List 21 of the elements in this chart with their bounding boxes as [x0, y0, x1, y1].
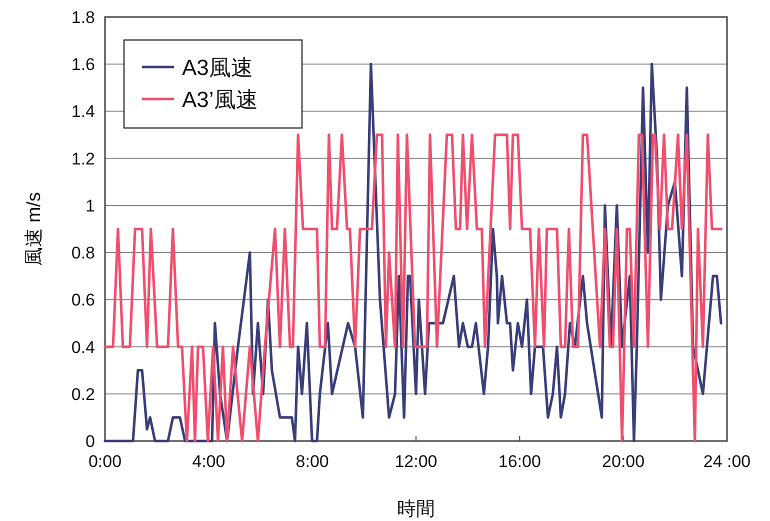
- y-axis-title: 風速 m/s: [24, 192, 45, 266]
- y-tick-label: 0.2: [71, 384, 95, 404]
- legend-label: A3風速: [182, 55, 253, 80]
- y-tick-label: 1.2: [71, 149, 95, 168]
- x-tick-label: 0:00: [88, 452, 122, 471]
- y-tick-label: 0.6: [71, 290, 95, 310]
- y-tick-label: 1.8: [71, 8, 95, 27]
- y-tick-label: 1: [86, 196, 95, 216]
- x-tick-label: 12:00: [394, 452, 438, 471]
- y-tick-label: 0.4: [71, 338, 95, 357]
- x-axis-title: 時間: [397, 499, 435, 520]
- x-tick-label: 16:00: [498, 452, 541, 471]
- x-tick-label: 4:00: [192, 452, 226, 471]
- legend-label: A3’風速: [182, 87, 258, 112]
- y-tick-label: 0.8: [71, 244, 95, 263]
- y-tick-label: 0: [86, 432, 95, 451]
- y-tick-label: 1.4: [71, 102, 95, 122]
- x-tick-label: 8:00: [296, 452, 329, 471]
- x-tick-label: 20:00: [602, 452, 645, 471]
- x-tick-label: 24 :00: [703, 452, 751, 471]
- y-tick-label: 1.6: [71, 55, 95, 74]
